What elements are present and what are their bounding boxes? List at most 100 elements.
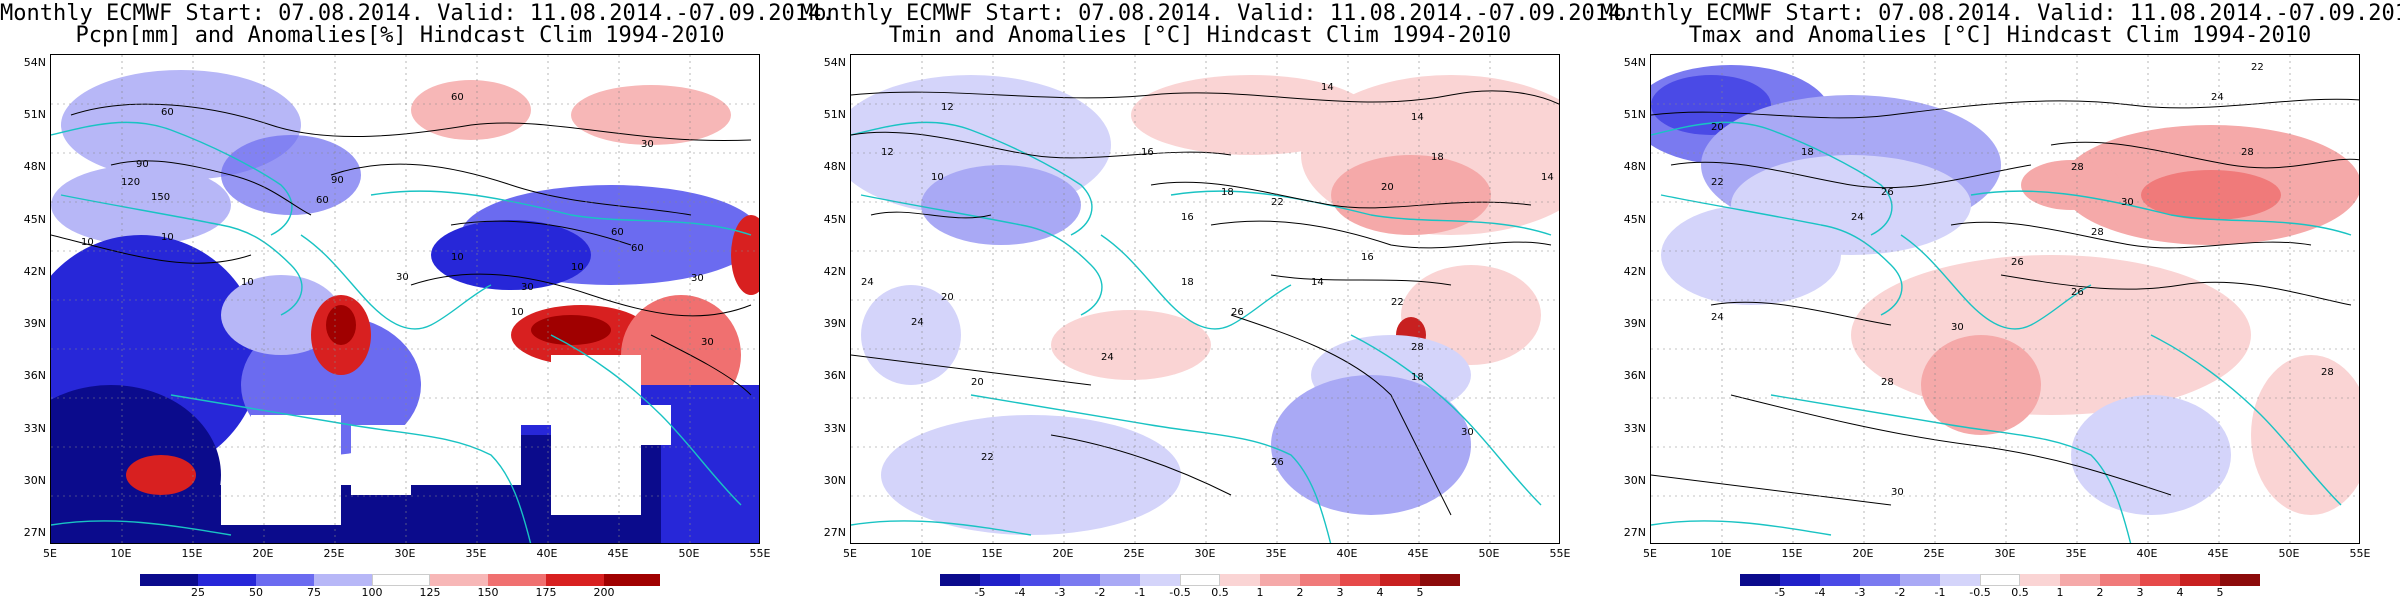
panel-title-line1: Monthly ECMWF Start: 07.08.2014. Valid: … bbox=[1600, 1, 2400, 26]
contour-label: 24 bbox=[1711, 312, 1724, 323]
contour-label: 90 bbox=[136, 159, 149, 170]
grid-lines bbox=[51, 55, 759, 543]
latitude-label: 39N bbox=[823, 317, 846, 331]
map-panel-tmax: Monthly ECMWF Start: 07.08.2014. Valid: … bbox=[1600, 0, 2400, 600]
colorbar-segment bbox=[488, 574, 546, 586]
anomaly-shading bbox=[51, 55, 759, 543]
colorbar-segment bbox=[1180, 574, 1220, 586]
colorbar-label: -2 bbox=[1894, 586, 1906, 599]
contour-label: 22 bbox=[981, 452, 994, 463]
colorbar-label: -1 bbox=[1934, 586, 1946, 599]
contour-label: 22 bbox=[1271, 197, 1284, 208]
anomaly-shading bbox=[1651, 55, 2359, 543]
contour-label: 24 bbox=[911, 317, 924, 328]
longitude-label: 40E bbox=[536, 547, 558, 560]
longitude-label: 30E bbox=[1194, 547, 1216, 560]
contour-label: 28 bbox=[1881, 377, 1894, 388]
colorbar-segment bbox=[1300, 574, 1340, 586]
contour-label: 28 bbox=[2321, 367, 2334, 378]
colorbar-label: -3 bbox=[1054, 586, 1066, 599]
contour-label: 26 bbox=[2011, 257, 2024, 268]
latitude-label: 51N bbox=[823, 108, 846, 122]
longitude-label: 15E bbox=[1781, 547, 1803, 560]
contour-label: 18 bbox=[1431, 152, 1444, 163]
contour-label: 16 bbox=[1181, 212, 1194, 223]
colorbar-segment bbox=[940, 574, 980, 586]
contour-label: 14 bbox=[1411, 112, 1424, 123]
contour-label: 12 bbox=[941, 102, 954, 113]
colorbar-segment bbox=[2220, 574, 2260, 586]
contour-label: 10 bbox=[451, 252, 464, 263]
longitude-label: 55E bbox=[1549, 547, 1571, 560]
colorbar-label: 3 bbox=[1336, 586, 1344, 599]
colorbar-label: 2 bbox=[2096, 586, 2104, 599]
panel-title-line2: Pcpn[mm] and Anomalies[%] Hindcast Clim … bbox=[75, 23, 725, 48]
panel-title-line1: Monthly ECMWF Start: 07.08.2014. Valid: … bbox=[0, 1, 835, 26]
colorbar bbox=[940, 574, 1460, 586]
latitude-label: 42N bbox=[823, 264, 846, 278]
longitude-label: 35E bbox=[2065, 547, 2087, 560]
longitude-label: 55E bbox=[749, 547, 771, 560]
colorbar-label: 0.5 bbox=[2011, 586, 2029, 599]
colorbar-segment bbox=[1020, 574, 1060, 586]
colorbar-segment bbox=[256, 574, 314, 586]
contour-label: 14 bbox=[1321, 82, 1334, 93]
contour-label: 26 bbox=[1881, 187, 1894, 198]
colorbar-segment bbox=[1260, 574, 1300, 586]
latitude-label: 27N bbox=[823, 526, 846, 539]
contour-label: 18 bbox=[1801, 147, 1814, 158]
latitude-label: 39N bbox=[23, 317, 46, 331]
colorbar bbox=[1740, 574, 2260, 586]
contour-label: 30 bbox=[1891, 487, 1904, 498]
colorbar-segment bbox=[2100, 574, 2140, 586]
colorbar-segment bbox=[1340, 574, 1380, 586]
latitude-label: 33N bbox=[1623, 421, 1646, 435]
latitude-label: 45N bbox=[23, 212, 46, 226]
longitude-label: 20E bbox=[1052, 547, 1074, 560]
coastlines bbox=[1651, 121, 2352, 543]
latitude-label: 42N bbox=[1623, 264, 1646, 278]
colorbar-label: -4 bbox=[1014, 586, 1026, 599]
colorbar-segment bbox=[1100, 574, 1140, 586]
panel-title-line2: Tmin and Anomalies [°C] Hindcast Clim 19… bbox=[888, 23, 1512, 48]
colorbar-label: -5 bbox=[974, 586, 986, 599]
colorbar-segment bbox=[1380, 574, 1420, 586]
colorbar-label: 100 bbox=[361, 586, 383, 599]
contour-label: 10 bbox=[81, 237, 94, 248]
longitude-label: 45E bbox=[2207, 547, 2229, 560]
longitude-label: 5E bbox=[1643, 547, 1657, 560]
longitude-label: 50E bbox=[1478, 547, 1500, 560]
latitude-label: 36N bbox=[1623, 369, 1646, 383]
map-plot-area: 14 12 14 12 16 18 10 14 20 18 16 22 24 1… bbox=[850, 54, 1560, 544]
contour-label: 30 bbox=[691, 273, 704, 284]
latitude-label: 27N bbox=[23, 526, 46, 539]
longitude-label: 30E bbox=[394, 547, 416, 560]
longitude-label: 5E bbox=[43, 547, 57, 560]
colorbar-label: -4 bbox=[1814, 586, 1826, 599]
colorbar-segment bbox=[1980, 574, 2020, 586]
colorbar-segment bbox=[1900, 574, 1940, 586]
contour-label: 60 bbox=[161, 107, 174, 118]
contour-label: 26 bbox=[1271, 457, 1284, 468]
colorbar-segment bbox=[2020, 574, 2060, 586]
colorbar-segment bbox=[2180, 574, 2220, 586]
latitude-label: 48N bbox=[1623, 160, 1646, 174]
colorbar-segment bbox=[1220, 574, 1260, 586]
contour-label: 10 bbox=[241, 277, 254, 288]
longitude-label: 10E bbox=[1710, 547, 1732, 560]
contour-label: 18 bbox=[1221, 187, 1234, 198]
contour-label: 20 bbox=[1381, 182, 1394, 193]
longitude-label: 55E bbox=[2349, 547, 2371, 560]
contour-label: 60 bbox=[631, 243, 644, 254]
contour-label: 90 bbox=[331, 175, 344, 186]
longitude-label: 25E bbox=[1123, 547, 1145, 560]
contour-label: 24 bbox=[861, 277, 874, 288]
longitude-label: 25E bbox=[323, 547, 345, 560]
contour-label: 60 bbox=[451, 92, 464, 103]
latitude-label: 42N bbox=[23, 264, 46, 278]
contour-label: 30 bbox=[1951, 322, 1964, 333]
colorbar-segment bbox=[604, 574, 660, 586]
map-canvas: 60 60 30 90 120 150 90 60 10 10 10 30 60… bbox=[51, 55, 759, 543]
colorbar-segment bbox=[1780, 574, 1820, 586]
colorbar-segment bbox=[372, 574, 430, 586]
